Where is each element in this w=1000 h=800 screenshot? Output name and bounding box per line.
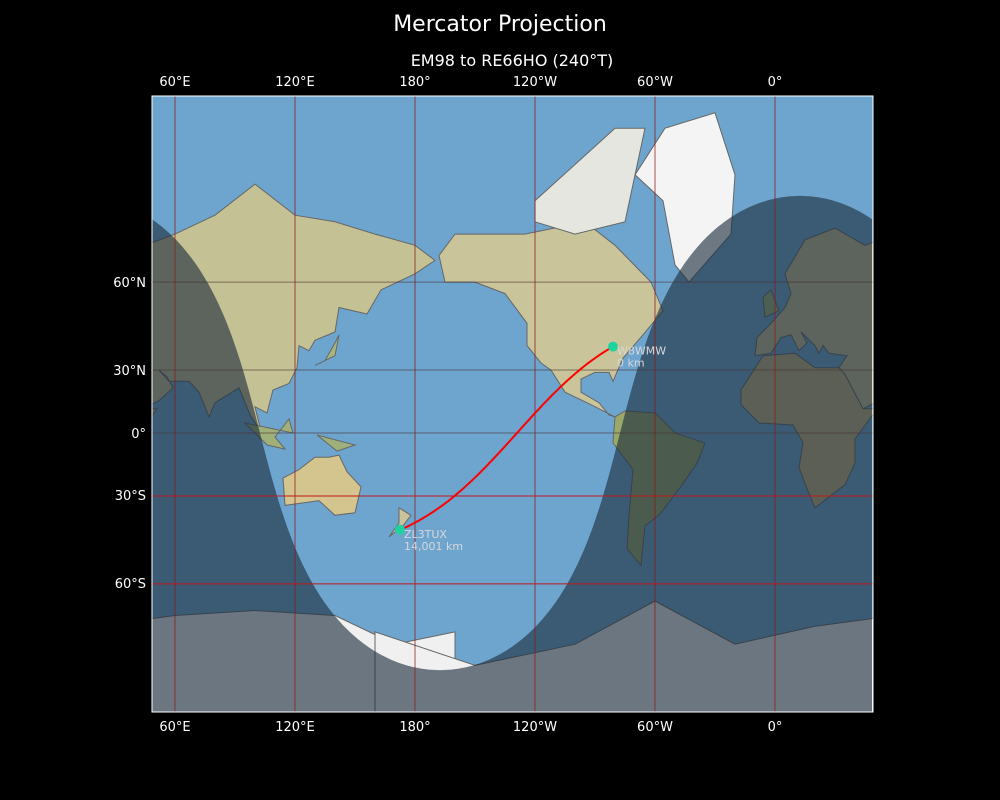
figure-title: Mercator Projection: [393, 12, 607, 37]
map-frame: [151, 95, 874, 713]
lat-tick: 60°S: [115, 577, 146, 592]
station-marker-zl3tux[interactable]: [395, 524, 405, 535]
great-circle-path: [399, 345, 614, 531]
bottom-lon-tick: 60°W: [637, 720, 673, 735]
land-greenland: [0, 113, 15, 282]
land-north-america: [438, 221, 664, 418]
land-japan: [314, 334, 340, 366]
bottom-lon-tick: 0°: [768, 720, 783, 735]
top-lon-tick: 60°E: [159, 75, 190, 90]
station-marker-w8wmw[interactable]: [608, 341, 618, 352]
graticule: [152, 96, 873, 712]
top-lon-tick: 0°: [768, 75, 783, 90]
bottom-lon-tick: 180°: [399, 720, 430, 735]
station-call-zl3tux: ZL3TUX: [404, 528, 447, 541]
land-indonesia: [965, 419, 1000, 449]
land-eurasia: [0, 184, 145, 431]
land-antarctica: [0, 601, 95, 792]
land-new-guinea: [316, 434, 357, 452]
top-lon-tick: 180°: [399, 75, 430, 90]
lat-tick: 30°N: [113, 364, 146, 379]
top-lon-tick: 120°E: [275, 75, 315, 90]
axis-ticks: 60°E 120°E 180° 120°W 60°W 0° 60°E 120°E…: [113, 75, 782, 735]
land-australia: [282, 454, 362, 516]
bottom-lon-tick: 120°W: [513, 720, 557, 735]
stations-layer: W8WMW 0 km ZL3TUX 14,001 km: [395, 341, 666, 553]
lat-tick: 60°N: [113, 276, 146, 291]
land-british-isles: [43, 290, 59, 317]
top-lon-tick: 60°W: [637, 75, 673, 90]
lat-tick: 0°: [131, 427, 146, 442]
land-british-isles: [43, 290, 59, 317]
top-lon-tick: 120°W: [513, 75, 557, 90]
night-shading: [152, 195, 872, 712]
station-call-w8wmw: W8WMW: [617, 345, 666, 358]
map-subtitle: EM98 to RE66HO (240°T): [410, 51, 614, 70]
bottom-lon-tick: 60°E: [159, 720, 190, 735]
lat-tick: 30°S: [115, 489, 146, 504]
station-distance-w8wmw: 0 km: [617, 357, 645, 370]
bottom-lon-tick: 120°E: [275, 720, 315, 735]
station-distance-zl3tux: 14,001 km: [404, 540, 463, 553]
land-greenland: [0, 113, 15, 282]
map-area[interactable]: W8WMW 0 km ZL3TUX 14,001 km: [0, 96, 1000, 792]
